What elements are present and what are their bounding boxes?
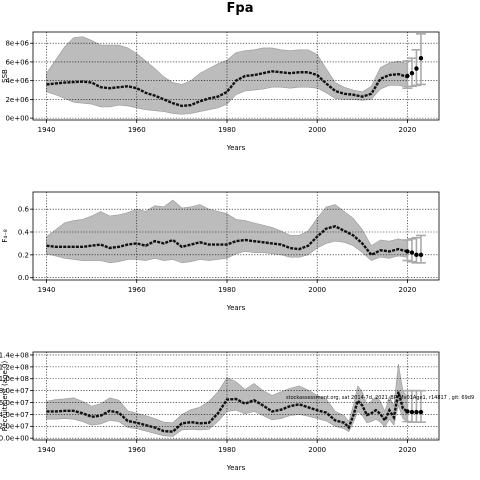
f-xtick-label-1960: 1960 [128,286,146,294]
ssb-forecast-point-2022 [411,48,422,87]
ssb-ytick-label-6e+06: 6e+06 [5,58,29,66]
recruitment-xtick-label-1980: 1980 [218,446,236,454]
ssb-ytick-label-0e+00: 0e+00 [5,115,29,123]
f-ylabel: F₄₋₈ [1,229,9,243]
f-xlabel: Years [226,304,246,312]
f-ytick-label-0.6: 0.6 [18,206,30,214]
ssb-forecast-point-2021 [406,57,417,88]
recruitment-xtick-label-1940: 1940 [38,446,56,454]
recruitment-ytick-label-1.0e+08: 1.0e+08 [0,375,29,383]
f-forecast-point-2023 [415,234,426,264]
f-forecast-dot-2020 [405,249,410,254]
recruitment-xtick-label-2000: 2000 [308,446,326,454]
ssb-xtick-label-2000: 2000 [308,126,326,134]
recruitment-ytick-label-1.4e+08: 1.4e+08 [0,351,29,359]
recruitment-ytick-label-6.0e+07: 6.0e+07 [0,399,29,407]
f-forecast-point-2021 [406,238,417,263]
ssb-ytick-label-8e+06: 8e+06 [5,40,29,48]
ssb-ytick-label-4e+06: 4e+06 [5,77,29,85]
recruitment-ytick-label-8.0e+07: 8.0e+07 [0,387,29,395]
ssb-forecast-point-2020 [402,60,413,89]
recruitment-forecast-point-2023 [415,389,426,423]
recruitment-forecast-dot-2022 [414,409,419,415]
f-xtick-label-1980: 1980 [218,286,236,294]
recruitment-ytick-label-1.2e+08: 1.2e+08 [0,363,29,371]
panel-f: 1940 1960 1980 2000 2020 0.0 0.2 0.4 0.6 Years F₄₋… [1,191,440,312]
recruitment-ytick-label-0.0e+00: 0.0e+00 [0,435,29,443]
f-ytick-label-0.0: 0.0 [18,274,29,282]
f-estimate-line [46,225,408,257]
ssb-forecast-point-2023 [415,33,426,86]
ssb-ytick-label-2e+06: 2e+06 [5,96,29,104]
f-forecast-dot-2023 [418,252,424,258]
panel-recruitment: 1940 1960 1980 2000 2020 0.0e+00 2.0e+07 4.0e+0… [0,351,474,472]
f-ytick-label-0.2: 0.2 [18,251,29,259]
f-forecast-point-2020 [402,239,413,262]
ssb-forecast-dot-2023 [418,56,424,61]
f-xtick-label-2020: 2020 [399,286,417,294]
recruitment-ytick-label-2.0e+07: 2.0e+07 [0,423,29,431]
f-forecast-dot-2021 [409,250,415,255]
recruitment-forecast-dot-2020 [405,409,410,414]
f-xtick-label-2000: 2000 [308,286,326,294]
ssb-xtick-label-1980: 1980 [218,126,236,134]
recruitment-forecast-dot-2023 [418,409,424,415]
ssb-forecast-dot-2022 [414,66,419,71]
f-ytick-label-0.4: 0.4 [18,228,30,236]
ssb-plot-frame [32,31,440,121]
ssb-forecast-dot-2021 [409,70,415,76]
recruitment-xtick-label-2020: 2020 [399,446,417,454]
ssb-xtick-label-1960: 1960 [128,126,146,134]
recruitment-estimate-line [46,391,409,433]
ssb-xtick-label-2020: 2020 [399,126,417,134]
recruitment-forecast-dot-2021 [409,409,415,415]
f-forecast-dot-2022 [414,252,419,258]
recruitment-xlabel: Years [226,464,246,472]
figure-title: Fpa [227,1,254,16]
f-plot-frame [32,191,440,281]
recruitment-annotation: stockassessment.org, sat 2014-7d, 2021_B… [286,395,474,401]
chart-panels: 1940 1960 1980 2000 2020 0e+00 2e+06 4e+06 6e+06… [0,31,474,472]
recruitment-plot-frame [32,351,440,441]
recruitment-ylabel: Recruitment (age 0) [1,361,9,432]
ssb-estimate-line [46,70,408,108]
recruitment-ytick-label-4.0e+07: 4.0e+07 [0,411,29,419]
panel-ssb: 1940 1960 1980 2000 2020 0e+00 2e+06 4e+06 6e+06… [1,31,440,152]
ssb-forecast-dot-2020 [405,73,410,79]
f-xtick-label-1940: 1940 [38,286,56,294]
ssb-ylabel: SSB [1,69,9,83]
ssb-xlabel: Years [226,144,246,152]
ssb-xtick-label-1940: 1940 [38,126,56,134]
recruitment-xtick-label-1960: 1960 [128,446,146,454]
